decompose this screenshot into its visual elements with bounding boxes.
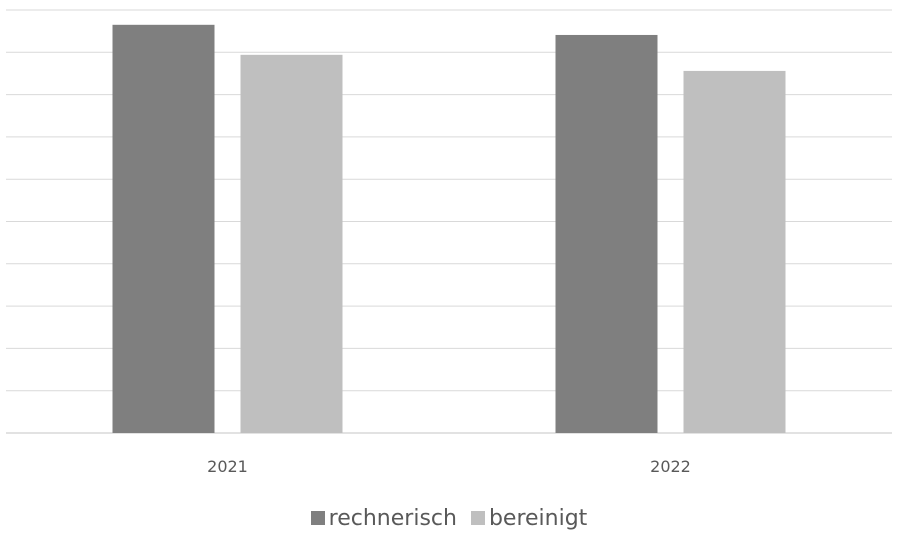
x-axis-ticks: 2021 2022: [207, 457, 691, 476]
legend-item-rechnerisch: rechnerisch: [310, 505, 457, 531]
bar-rechnerisch-2022: [555, 34, 658, 433]
legend-swatch-rechnerisch: [310, 511, 325, 525]
legend: rechnerisch bereinigt: [0, 503, 898, 533]
legend-label-rechnerisch: rechnerisch: [328, 505, 457, 531]
x-tick-label: 2021: [207, 457, 248, 476]
legend-item-bereinigt: bereinigt: [470, 505, 588, 531]
bar-bereinigt-2022: [683, 70, 786, 434]
bars: [112, 24, 786, 434]
legend-swatch-bereinigt: [470, 511, 485, 525]
legend-label-bereinigt: bereinigt: [488, 505, 588, 531]
x-tick-label: 2022: [650, 457, 691, 476]
bar-rechnerisch-2021: [112, 24, 215, 434]
bar-bereinigt-2021: [240, 54, 343, 433]
